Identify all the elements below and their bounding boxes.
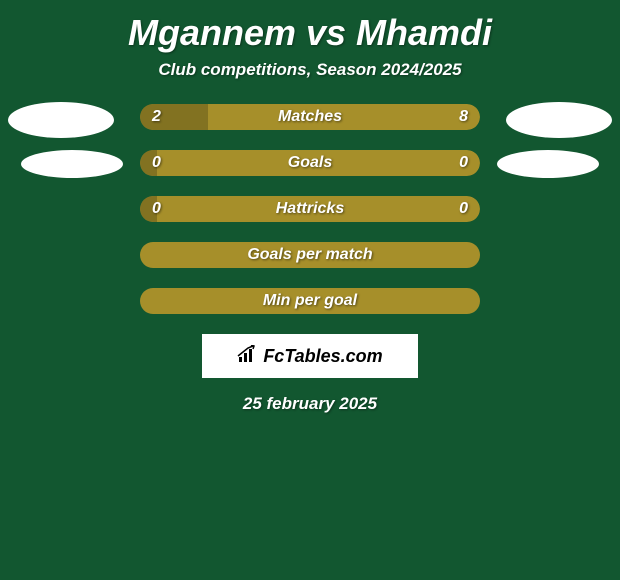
stat-label: Min per goal: [140, 288, 480, 314]
stat-label: Goals per match: [140, 242, 480, 268]
subtitle: Club competitions, Season 2024/2025: [0, 60, 620, 80]
player-left-avatar-1: [8, 102, 114, 138]
stat-label: Hattricks: [140, 196, 480, 222]
stat-bar-hattricks: 0 Hattricks 0: [140, 196, 480, 222]
stats-area: 2 Matches 8 0 Goals 0 0 Hattricks 0 Goal…: [0, 104, 620, 314]
stat-bar-min-per-goal: Min per goal: [140, 288, 480, 314]
player-left-avatar-2: [21, 150, 123, 178]
chart-icon: [237, 345, 259, 368]
stat-label: Matches: [140, 104, 480, 130]
stat-right-value: 0: [459, 196, 468, 222]
logo-text: FcTables.com: [263, 346, 382, 367]
stat-bar-goals-per-match: Goals per match: [140, 242, 480, 268]
stat-bar-goals: 0 Goals 0: [140, 150, 480, 176]
stat-label: Goals: [140, 150, 480, 176]
player-right-avatar-2: [497, 150, 599, 178]
date-text: 25 february 2025: [0, 394, 620, 414]
stat-right-value: 0: [459, 150, 468, 176]
stat-bar-matches: 2 Matches 8: [140, 104, 480, 130]
stat-right-value: 8: [459, 104, 468, 130]
page-title: Mgannem vs Mhamdi: [0, 0, 620, 54]
fctables-logo: FcTables.com: [202, 334, 418, 378]
player-right-avatar-1: [506, 102, 612, 138]
